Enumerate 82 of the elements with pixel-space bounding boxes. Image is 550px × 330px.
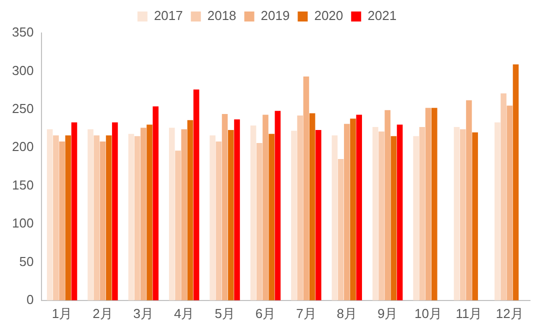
bar [494,122,500,300]
x-tick-label: 10月 [414,306,442,321]
bar [134,136,140,300]
bar [222,114,228,300]
bar [472,132,478,300]
bar [228,130,234,300]
x-tick-label: 12月 [496,306,524,321]
bar [100,141,106,300]
y-tick-label: 350 [12,24,34,40]
bar [169,128,175,300]
y-tick-label: 50 [19,254,34,269]
bar [146,124,152,300]
x-tick-label: 3月 [133,306,154,321]
bar [500,93,506,300]
bar [187,120,194,300]
bar [425,108,432,300]
bar [431,108,438,300]
x-tick-label: 4月 [174,306,194,321]
bar [413,136,419,300]
y-tick-label: 150 [12,177,34,192]
bar [106,135,112,300]
bar [140,128,146,300]
x-tick-label: 11月 [456,306,482,321]
bar [291,130,297,300]
bar [378,132,384,300]
bar [112,122,118,300]
bar [396,124,403,300]
bar [466,100,472,300]
bar [512,64,519,300]
x-tick-label: 1月 [52,306,72,321]
bar [46,129,53,300]
bar [309,113,316,300]
x-tick-label: 8月 [336,306,357,321]
legend-label: 2019 [260,8,290,24]
bar [250,125,256,300]
bar [372,126,378,300]
bar [88,129,94,300]
x-tick-label: 6月 [255,306,276,321]
legend-label: 2020 [314,8,344,24]
bar [316,130,322,300]
bar [384,110,390,300]
y-tick-label: 300 [12,62,34,78]
bar [216,141,222,300]
legend-label: 2021 [368,8,397,24]
x-tick-label: 7月 [296,306,316,321]
bar [419,126,426,300]
bar [94,135,100,300]
x-tick-label: 2月 [92,306,113,321]
bar [506,106,513,300]
bar [338,159,344,300]
bar [181,129,188,300]
legend-label: 2018 [207,8,236,24]
bar [390,136,397,300]
y-tick-label: 200 [12,139,34,154]
bar [332,135,338,300]
y-tick-label: 250 [12,100,34,116]
bar [65,135,72,300]
bar [193,90,200,300]
y-tick-label: 100 [12,216,34,231]
bar [268,134,274,300]
bar [274,110,281,300]
bar [460,129,466,300]
bar [454,126,460,300]
x-tick-label: 9月 [377,306,398,321]
x-tick-label: 5月 [214,306,235,321]
bar [152,106,159,300]
bar [59,141,65,300]
bar [344,124,350,300]
bar [53,135,59,300]
legend-label: 2017 [154,8,183,24]
bar [262,114,268,300]
bar [350,118,356,300]
bar [234,119,240,300]
y-tick-label: 0 [26,292,34,307]
bar [297,116,303,300]
bar [175,150,181,300]
bar [210,135,216,300]
bar [128,134,134,300]
bar [356,114,362,300]
bar [256,143,262,300]
bar [303,76,310,300]
bar [71,122,78,300]
